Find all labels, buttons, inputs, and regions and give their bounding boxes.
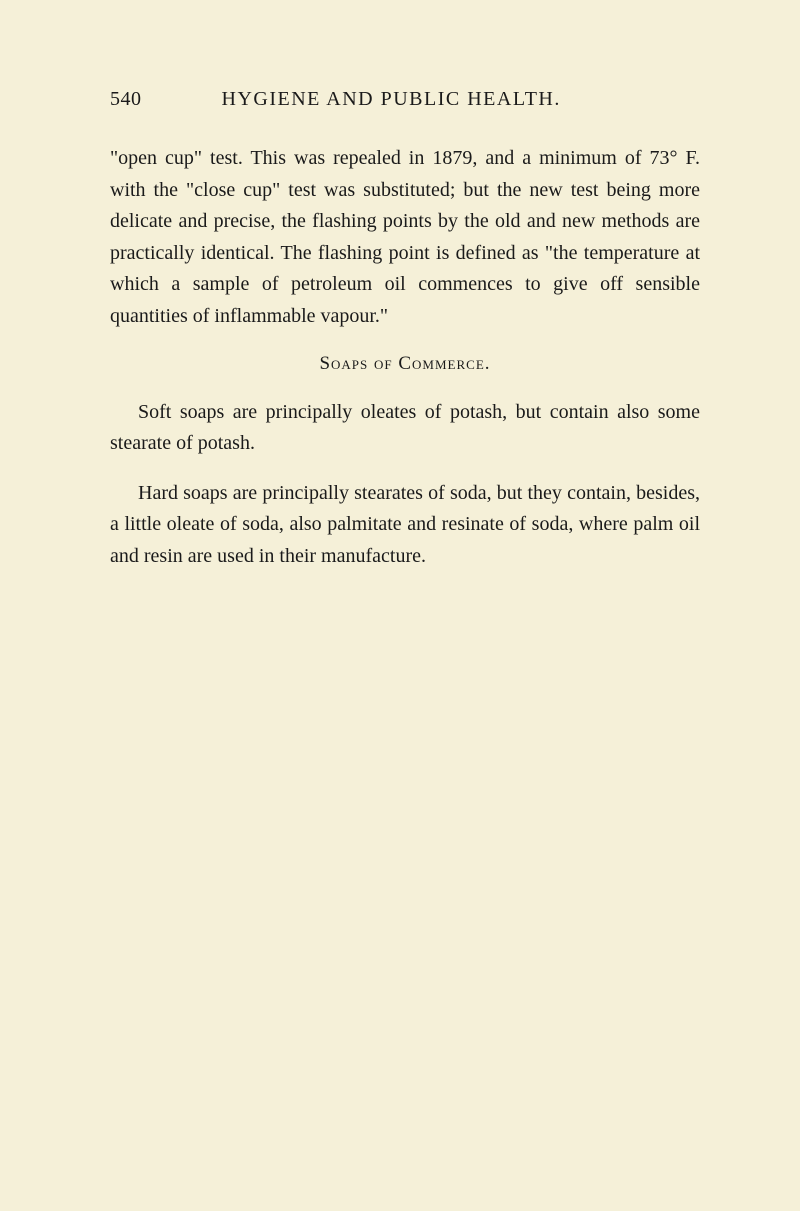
paragraph-1: "open cup" test. This was repealed in 18… [110, 143, 700, 333]
page-number: 540 [110, 88, 142, 111]
paragraph-2: Soft soaps are principally oleates of po… [110, 397, 700, 460]
page-content: 540 HYGIENE AND PUBLIC HEALTH. "open cup… [0, 0, 800, 573]
page-header: 540 HYGIENE AND PUBLIC HEALTH. [110, 88, 700, 111]
section-heading: Soaps of Commerce. [110, 353, 700, 375]
paragraph-3: Hard soaps are principally stearates of … [110, 478, 700, 573]
page-title: HYGIENE AND PUBLIC HEALTH. [222, 88, 561, 111]
